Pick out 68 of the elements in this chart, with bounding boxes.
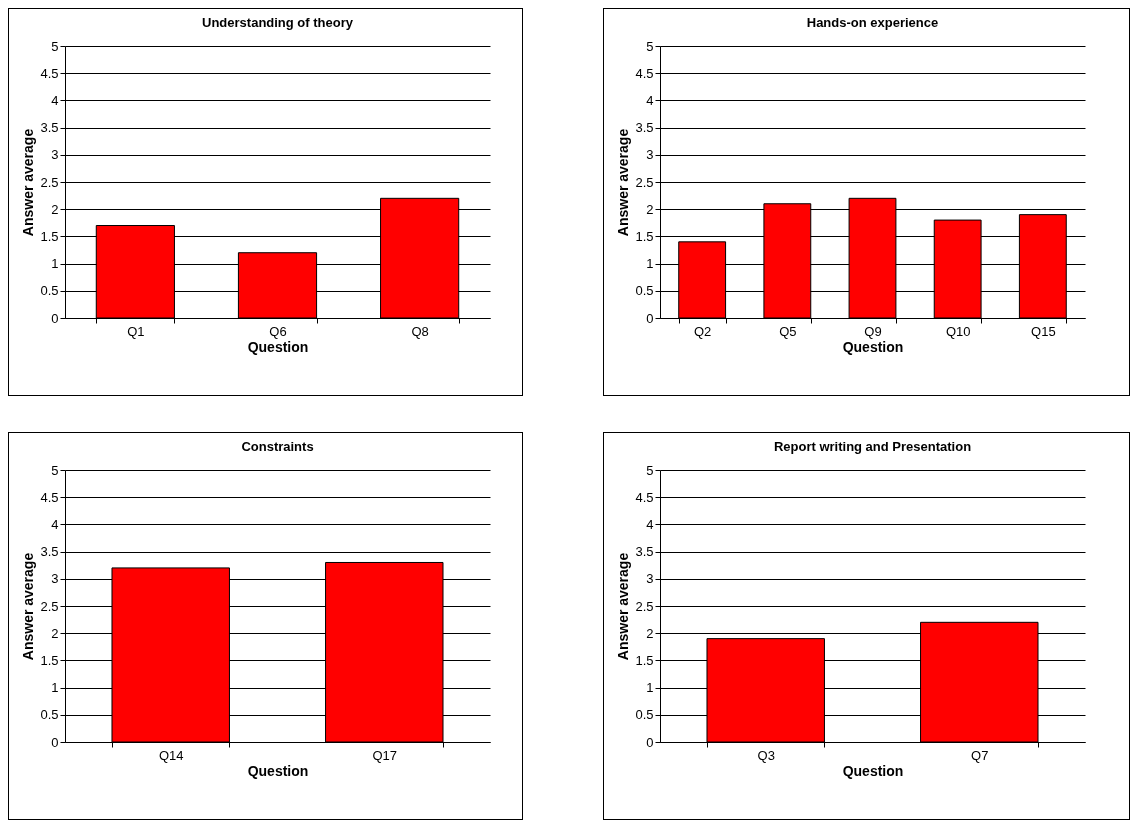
y-tick-label: 0.5 [40, 283, 59, 299]
y-tick-label: 3.5 [635, 120, 654, 136]
y-tick-label: 5 [646, 462, 654, 478]
x-axis-title: Question [247, 338, 309, 355]
y-axis-title: Answer average [20, 552, 37, 661]
y-axis-title: Answer average [20, 128, 37, 237]
y-tick-label: 0 [646, 310, 654, 326]
x-tick-label: Q14 [158, 747, 184, 763]
x-tick-label: Q5 [779, 323, 797, 339]
y-tick-label: 2 [646, 625, 654, 641]
y-tick-label: 4.5 [40, 489, 59, 505]
y-tick-label: 2 [646, 201, 654, 217]
y-tick-label: 4 [51, 516, 59, 532]
y-axis-title: Answer average [615, 552, 632, 661]
chart-title: Constraints [241, 439, 314, 454]
x-tick-label: Q2 [693, 323, 712, 339]
y-tick-label: 1 [51, 680, 59, 696]
y-tick-label: 2 [51, 625, 59, 641]
y-tick-label: 2.5 [635, 174, 654, 190]
y-tick-label: 3.5 [40, 120, 59, 136]
x-tick-label: Q1 [127, 323, 145, 339]
y-tick-label: 0.5 [635, 707, 654, 723]
y-tick-label: 3 [51, 571, 59, 587]
x-axis-title: Question [842, 762, 904, 779]
y-tick-label: 5 [51, 462, 59, 478]
y-tick-label: 3 [51, 147, 59, 163]
y-tick-label: 1.5 [40, 652, 59, 668]
y-axis-title: Answer average [615, 128, 632, 237]
y-tick-label: 1.5 [635, 652, 654, 668]
y-tick-label: 0 [646, 734, 654, 750]
y-tick-label: 2 [51, 201, 59, 217]
y-tick-label: 2.5 [635, 598, 654, 614]
y-tick-label: 3.5 [40, 544, 59, 560]
y-tick-label: 1 [646, 256, 654, 272]
y-tick-label: 0.5 [635, 283, 654, 299]
x-tick-label: Q6 [269, 323, 287, 339]
y-tick-label: 1 [646, 680, 654, 696]
x-tick-label: Q3 [757, 747, 775, 763]
x-tick-label: Q7 [971, 747, 989, 763]
y-tick-label: 1 [51, 256, 59, 272]
y-tick-label: 2.5 [40, 174, 59, 190]
y-tick-label: 0 [51, 310, 59, 326]
y-tick-label: 1.5 [40, 228, 59, 244]
x-tick-label: Q15 [1031, 323, 1056, 339]
y-tick-label: 0 [51, 734, 59, 750]
y-tick-label: 5 [646, 38, 654, 54]
y-tick-label: 4.5 [40, 65, 59, 81]
y-tick-label: 4.5 [635, 489, 654, 505]
y-tick-label: 4 [646, 516, 654, 532]
y-tick-label: 4.5 [635, 65, 654, 81]
chart-title: Understanding of theory [202, 15, 354, 30]
x-axis-title: Question [247, 762, 309, 779]
y-tick-label: 3 [646, 147, 654, 163]
x-axis-title: Question [842, 338, 904, 355]
y-tick-label: 3 [646, 571, 654, 587]
y-tick-label: 3.5 [635, 544, 654, 560]
y-tick-label: 4 [646, 92, 654, 108]
x-tick-label: Q9 [864, 323, 882, 339]
x-tick-label: Q17 [372, 747, 398, 763]
y-tick-label: 2.5 [40, 598, 59, 614]
chart-title: Hands-on experience [806, 15, 939, 30]
x-tick-label: Q10 [945, 323, 971, 339]
y-tick-label: 1.5 [635, 228, 654, 244]
y-tick-label: 0.5 [40, 707, 59, 723]
chart-title: Report writing and Presentation [773, 439, 972, 454]
x-tick-label: Q8 [411, 323, 429, 339]
y-tick-label: 4 [51, 92, 59, 108]
y-tick-label: 5 [51, 38, 59, 54]
